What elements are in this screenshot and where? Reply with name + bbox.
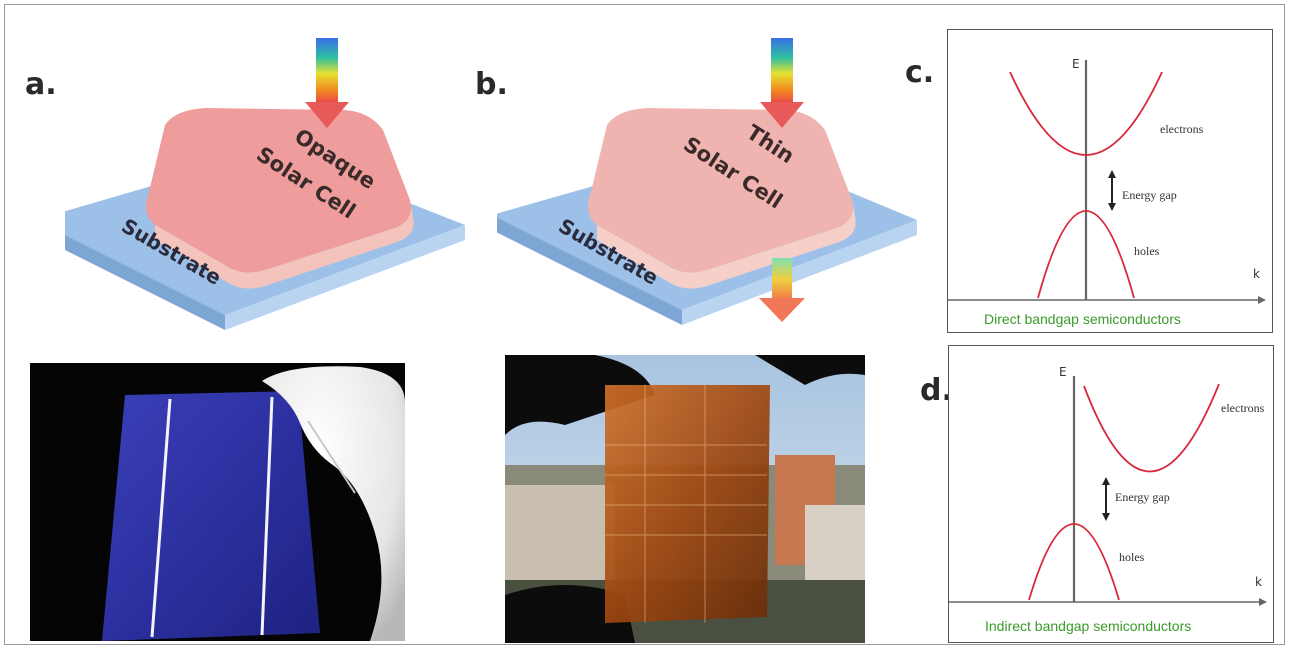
panel-label-b: b. — [475, 67, 508, 102]
caption-direct: Direct bandgap semiconductors — [984, 311, 1181, 327]
cityscape-photo-drawing — [505, 355, 865, 643]
figure-frame: a. Opaque Solar Cell S — [4, 4, 1285, 645]
electrons-label-d: electrons — [1221, 401, 1265, 415]
panel-label-c: c. — [905, 55, 935, 90]
thin-cell-block — [588, 108, 856, 289]
indirect-bandgap-plot: E k — [949, 365, 1267, 606]
valence-band-curve-c — [1037, 210, 1135, 299]
holes-label-d: holes — [1119, 550, 1145, 564]
thin-cell-schematic: Thin Solar Cell Substrate — [497, 38, 917, 325]
caption-indirect: Indirect bandgap semiconductors — [985, 618, 1192, 634]
transmitted-light-arrow — [759, 258, 805, 322]
gap-label-c: Energy gap — [1122, 188, 1177, 202]
direct-bandgap-plot: E k — [948, 57, 1266, 304]
incident-light-arrow-a — [305, 38, 349, 128]
conduction-band-curve-d — [1083, 383, 1220, 473]
panel-label-a: a. — [25, 67, 57, 102]
opaque-cell-schematic: Opaque Solar Cell Substrate — [65, 38, 465, 330]
holes-label-c: holes — [1134, 244, 1160, 258]
valence-band-curve-d — [1028, 523, 1120, 601]
conduction-band-curve-c — [1009, 71, 1163, 156]
electrons-label-c: electrons — [1160, 122, 1204, 136]
direct-bandgap-box: E k electrons Energy gap holes Direct ba… — [947, 29, 1273, 333]
axis-e-label-d: E — [1059, 365, 1067, 379]
thin-cell-photo — [505, 355, 865, 643]
indirect-bandgap-box: E k electrons Energy gap holes Indirect … — [948, 345, 1274, 643]
gap-label-d: Energy gap — [1115, 490, 1170, 504]
axis-k-label-c: k — [1253, 267, 1260, 281]
opaque-cell-block — [146, 108, 414, 289]
wafer-photo-drawing — [102, 366, 405, 641]
opaque-cell-photo — [30, 363, 405, 641]
axis-e-label-c: E — [1072, 57, 1080, 71]
panel-label-d: d. — [920, 373, 953, 408]
axis-k-label-d: k — [1255, 575, 1262, 589]
incident-light-arrow-b — [760, 38, 804, 128]
